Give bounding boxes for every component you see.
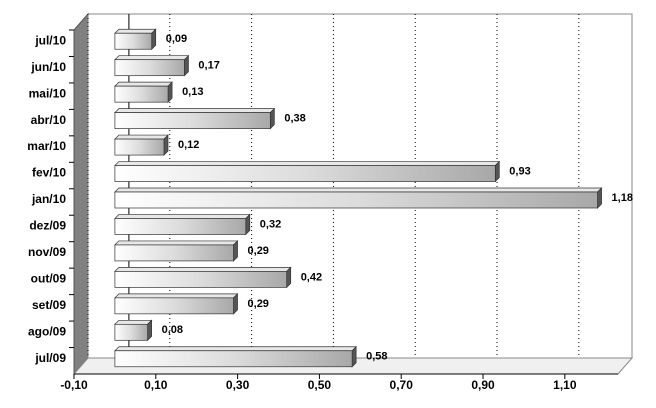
- bar-top: [114, 319, 153, 325]
- value-label: 0,32: [260, 218, 281, 230]
- value-label: 0,58: [366, 351, 387, 363]
- bar-side: [167, 81, 173, 103]
- bar-top: [114, 28, 157, 34]
- bar-side: [494, 160, 500, 183]
- bar: [114, 85, 169, 103]
- bar-top: [114, 346, 357, 352]
- left-wall: [73, 12, 89, 376]
- y-tick-label: ago/09: [28, 324, 66, 338]
- y-tick-label: nov/09: [28, 245, 66, 259]
- bar-side: [597, 187, 602, 209]
- value-label: 0,29: [248, 245, 269, 257]
- x-tick-label: 0,10: [144, 378, 168, 392]
- y-tick-label: jul/09: [34, 351, 66, 365]
- value-label: 0,13: [182, 86, 203, 98]
- bar-top: [114, 161, 501, 166]
- value-label: 0,12: [178, 139, 199, 151]
- bar: [114, 323, 148, 341]
- bar-top: [114, 55, 190, 61]
- bar: [114, 59, 185, 77]
- bar: [114, 112, 271, 129]
- value-label: 0,17: [198, 60, 219, 72]
- bar-top: [114, 81, 173, 87]
- value-label: 0,38: [284, 113, 305, 125]
- y-tick-label: abr/10: [31, 113, 67, 127]
- bar: [114, 244, 234, 262]
- bar: [114, 32, 153, 50]
- bar-side: [233, 293, 238, 315]
- y-tick-label: mar/10: [27, 139, 66, 153]
- bar-side: [269, 107, 275, 130]
- value-label: 1,18: [612, 192, 633, 204]
- x-tick-label: 0,90: [471, 378, 495, 392]
- bar: [114, 297, 234, 315]
- y-tick-label: out/09: [31, 272, 67, 286]
- y-tick-label: jan/10: [31, 192, 66, 206]
- bar-side: [286, 266, 292, 289]
- y-tick-label: dez/09: [29, 219, 66, 233]
- value-label: 0,09: [166, 33, 187, 45]
- x-tick-label: -0,10: [60, 378, 88, 392]
- bar: [114, 350, 353, 368]
- bar-side: [233, 240, 238, 262]
- y-tick-label: jun/10: [30, 60, 66, 74]
- bar-side: [351, 345, 357, 368]
- bar-top: [114, 108, 276, 113]
- bar-side: [184, 54, 189, 77]
- value-label: 0,29: [248, 298, 269, 310]
- bar-top: [114, 134, 169, 140]
- x-tick-label: 1,10: [553, 378, 577, 392]
- bar-side: [147, 319, 152, 342]
- bar: [114, 165, 496, 182]
- value-label: 0,93: [509, 165, 530, 177]
- bar-top: [114, 293, 239, 299]
- y-tick-label: mai/10: [29, 86, 67, 100]
- x-tick-label: 0,50: [308, 378, 332, 392]
- x-tick-label: 0,70: [390, 378, 414, 392]
- bar: [114, 191, 598, 209]
- bar: [114, 271, 288, 288]
- bar-top: [114, 240, 239, 246]
- value-label: 0,08: [162, 324, 183, 336]
- bar: [114, 218, 247, 235]
- value-label: 0,42: [301, 271, 322, 283]
- x-tick-label: 0,30: [226, 378, 250, 392]
- bar: [114, 138, 165, 156]
- y-tick-label: fev/10: [32, 166, 66, 180]
- bar-top: [114, 267, 292, 272]
- bar-side: [151, 28, 157, 51]
- bar-side: [163, 134, 169, 156]
- bar-top: [114, 187, 603, 193]
- bar-top: [114, 214, 251, 219]
- y-tick-label: set/09: [32, 298, 66, 312]
- y-tick-label: jul/10: [34, 33, 66, 47]
- bar-side: [245, 213, 251, 236]
